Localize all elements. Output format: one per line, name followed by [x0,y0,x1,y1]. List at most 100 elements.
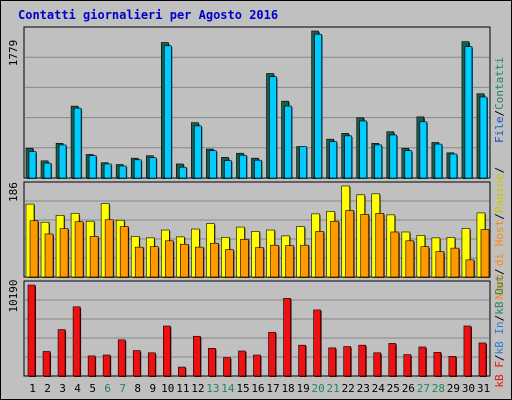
bar-mid-b [300,244,309,278]
legend-sep: / [493,167,506,174]
bar-top-b [254,159,262,179]
legend-pagine: Pagine [493,173,506,213]
bar-mid-b [164,240,174,278]
bar-bot [117,339,126,377]
bar-bot [403,354,412,377]
bar-bot [478,342,487,377]
day-label: 9 [149,382,156,395]
bar-mid-b [149,246,159,278]
bar-mid-b [29,220,39,278]
bar-top-b [224,160,232,179]
bar-bot [162,325,171,377]
legend-contatti: Contatti [493,57,506,110]
day-label: 11 [176,382,189,395]
bar-bot [298,344,306,377]
day-label: 10 [161,382,174,395]
day-label: 3 [59,382,66,395]
bar-mid-b [435,251,445,278]
top-max-label: 1779 [7,40,20,67]
legend-sep: / [493,110,506,117]
bar-bot [283,298,291,377]
bar-mid-b [390,231,400,278]
bar-mid-b [195,246,204,278]
day-label: 29 [447,382,460,395]
day-label: 2 [44,382,51,395]
bar-mid-b [360,214,370,278]
bar-mid-b [375,213,385,278]
bar-top-b [479,96,488,179]
legend-file: File [493,117,506,144]
panel-frames [23,26,491,377]
bar-top-b [284,105,292,179]
bar-bot [27,284,36,377]
bar-top-b [314,33,322,179]
bar-mid-b [210,242,219,278]
bar-bot [328,347,336,377]
legend-top: File/Contatti [493,57,506,143]
legend-sep: / [493,315,506,322]
day-label: 17 [266,382,279,395]
bar-top-b [389,134,398,179]
bar-top-b [344,135,352,179]
bar-bot [418,346,427,377]
bar-top-b [374,144,383,179]
bar-mid-b [270,244,279,278]
bar-top-b [148,157,157,179]
bar-top-b [88,155,97,179]
bar-top-b [43,162,52,179]
bar-bot [463,325,472,377]
bar-bot [57,329,66,377]
bar-bot [208,348,216,377]
bar-bot [42,351,51,377]
day-label: 1 [29,382,36,395]
day-label: 14 [221,382,235,395]
bar-top-b [28,151,37,179]
bar-mid-b [285,245,294,278]
legend-sep: / [493,268,506,275]
bar-bot [72,306,81,377]
day-label: 12 [191,382,204,395]
bar-top-b [299,146,307,179]
bar-mid-b [180,243,189,278]
bar-mid-b [420,246,430,278]
day-label: 27 [417,382,430,395]
bar-top-b [359,120,368,179]
bars [25,30,490,377]
day-label: 24 [372,382,386,395]
day-label: 4 [74,382,81,395]
bar-top-b [239,154,247,179]
bar-top-b [194,125,202,179]
day-label: 23 [357,382,370,395]
bar-mid-b [450,247,460,278]
bar-bot [448,356,457,377]
bar-bot [223,357,231,377]
day-label: 5 [89,382,96,395]
bar-bot [388,343,397,377]
bar-top-b [404,150,413,179]
day-label: 13 [206,382,219,395]
legend-kbout: kB Out [493,275,506,315]
day-label: 26 [402,382,415,395]
bar-top-b [133,159,142,179]
bar-bot [268,331,276,377]
bar-mid-b [330,220,339,278]
bar-bot [178,366,186,377]
middle-max-label: 186 [7,182,20,202]
bar-mid-b [44,233,54,278]
day-label: 25 [387,382,400,395]
bar-top-b [209,150,217,179]
day-label: 15 [236,382,249,395]
bar-bot [132,350,141,377]
bar-bot [87,355,96,377]
bottom-max-label: 10190 [7,279,20,312]
bar-top-b [163,45,172,179]
chart-title: Contatti giornalieri per Agosto 2016 [18,8,278,22]
bar-mid-b [240,239,249,278]
bar-top-b [464,46,473,179]
legend-sep: / [493,213,506,220]
bar-bot [373,352,382,377]
day-label: 31 [477,382,490,395]
day-label: 21 [327,382,340,395]
day-label: 22 [342,382,355,395]
bar-bot [358,344,367,377]
